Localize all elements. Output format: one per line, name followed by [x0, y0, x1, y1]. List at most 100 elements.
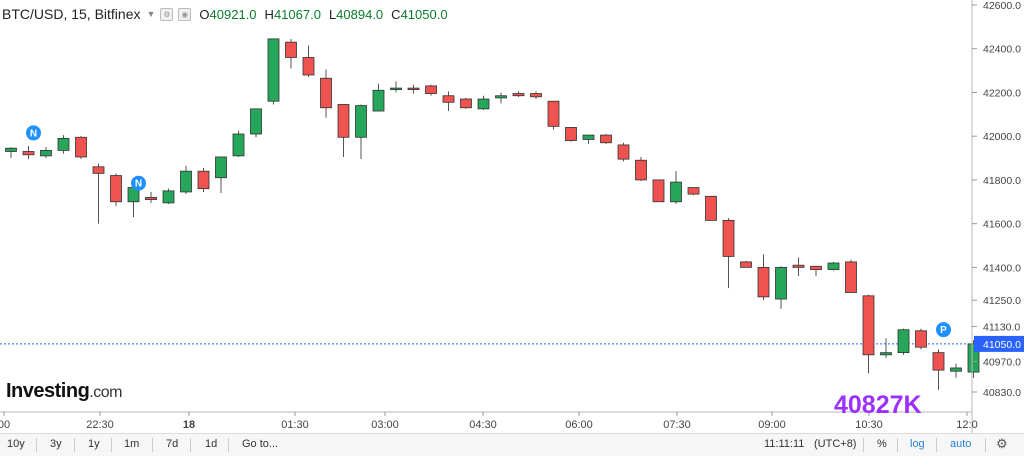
candle	[950, 363, 962, 378]
goto-button[interactable]: Go to...	[242, 438, 279, 450]
time-axis: 00 22:30 18 01:30 03:00 04:30 06:00 07:30 09:00 1…	[0, 411, 978, 431]
percent-toggle[interactable]: %	[877, 438, 887, 450]
hide-icon[interactable]: ◉	[178, 7, 192, 21]
candle-body-down	[687, 187, 700, 195]
open-label: O	[199, 6, 210, 22]
candle-body-down	[565, 127, 577, 141]
candle-body-up	[5, 147, 17, 152]
candle-body-down	[145, 197, 157, 200]
candle-body-up	[477, 98, 490, 110]
divider	[190, 438, 191, 452]
candle-body-down	[337, 104, 350, 138]
candle-body-down	[792, 264, 805, 268]
candle	[862, 294, 875, 374]
candle-body-down	[407, 87, 420, 90]
candle-body-down	[110, 175, 122, 203]
period-1m[interactable]: 1m	[124, 438, 140, 450]
period-1y[interactable]: 1y	[88, 438, 100, 450]
close-value: 41050.0	[400, 6, 448, 22]
candle	[547, 100, 560, 130]
time-tick-label: 06:00	[565, 419, 593, 431]
candle	[845, 259, 857, 293]
investing-logo: Investing.com	[6, 380, 122, 403]
candle	[40, 147, 52, 159]
auto-toggle[interactable]: auto	[950, 438, 972, 450]
candle-body-up	[372, 89, 385, 112]
candle-body-up	[232, 133, 245, 157]
candle-body-down	[460, 98, 472, 109]
candle	[285, 38, 297, 69]
bottom-toolbar: 10y 3y 1y 1m 7d 1d Go to... 11:11:11 (UT…	[0, 433, 1024, 456]
price-tick-label: 41600.0	[983, 219, 1021, 231]
candle	[372, 83, 385, 112]
time-tick-label: 07:30	[663, 419, 691, 431]
event-marker-label: P	[940, 325, 947, 336]
candle-body-down	[915, 330, 927, 348]
candle	[460, 97, 472, 109]
candle	[495, 92, 507, 104]
divider	[985, 438, 986, 452]
open-value: 40921.0	[209, 6, 257, 22]
candle-body-down	[652, 179, 665, 203]
timezone-label[interactable]: (UTC+8)	[814, 438, 857, 450]
candle	[57, 135, 70, 154]
gear-icon[interactable]: ⚙	[996, 436, 1008, 451]
event-markers: N N P	[26, 125, 951, 338]
price-annotation: 40827K	[834, 391, 922, 419]
candle	[880, 338, 892, 359]
candle-body-down	[75, 136, 87, 158]
candle	[22, 146, 35, 160]
candle	[145, 191, 157, 203]
candle	[757, 254, 770, 301]
log-toggle[interactable]: log	[910, 438, 925, 450]
candle	[512, 91, 525, 97]
candle	[827, 261, 840, 271]
divider	[74, 438, 75, 452]
period-1d[interactable]: 1d	[205, 438, 218, 450]
candlestick-chart[interactable]: NNP 42600.042400.042200.042000.041800.04…	[0, 0, 1024, 433]
candle	[110, 173, 122, 207]
candle	[197, 167, 210, 192]
candle	[740, 260, 752, 268]
candle-body-up	[897, 329, 910, 354]
candle	[5, 147, 17, 159]
candle	[530, 91, 542, 100]
candle-body-down	[845, 261, 857, 293]
candle	[355, 104, 367, 160]
time-tick-label: 04:30	[469, 419, 497, 431]
candle-body-up	[180, 170, 192, 193]
candle	[337, 104, 350, 157]
candle	[600, 134, 612, 144]
settings-icon[interactable]: ⚙	[160, 7, 174, 21]
candle-body-up	[775, 266, 787, 300]
candle	[705, 195, 717, 221]
candle-body-up	[267, 38, 280, 102]
period-10y[interactable]: 10y	[7, 438, 25, 450]
candle-body-down	[757, 266, 770, 298]
time-tick-label: 00	[0, 419, 10, 431]
candle-body-down	[285, 41, 297, 58]
symbol-title[interactable]: BTC/USD, 15, Bitfinex	[2, 6, 141, 22]
price-tick-label: 41400.0	[983, 262, 1021, 274]
divider	[228, 438, 229, 452]
candle	[652, 179, 665, 203]
candle	[267, 38, 280, 105]
candle-body-up	[57, 137, 70, 151]
candle-body-up	[495, 95, 507, 99]
candle	[425, 84, 437, 96]
divider	[936, 438, 937, 452]
divider	[111, 438, 112, 452]
candle-body-up	[967, 343, 980, 373]
chevron-down-icon[interactable]: ▼	[146, 9, 156, 19]
candle-body-up	[40, 149, 52, 157]
period-3y[interactable]: 3y	[50, 438, 62, 450]
candle	[250, 108, 262, 138]
time-tick-label: 03:00	[371, 419, 399, 431]
candle-body-down	[197, 170, 210, 190]
price-tick-label: 42200.0	[983, 87, 1021, 99]
candle	[915, 328, 927, 350]
candle-body-down	[722, 219, 735, 257]
logo-suffix: .com	[89, 384, 122, 401]
candle-body-up	[880, 352, 892, 356]
period-7d[interactable]: 7d	[166, 438, 179, 450]
